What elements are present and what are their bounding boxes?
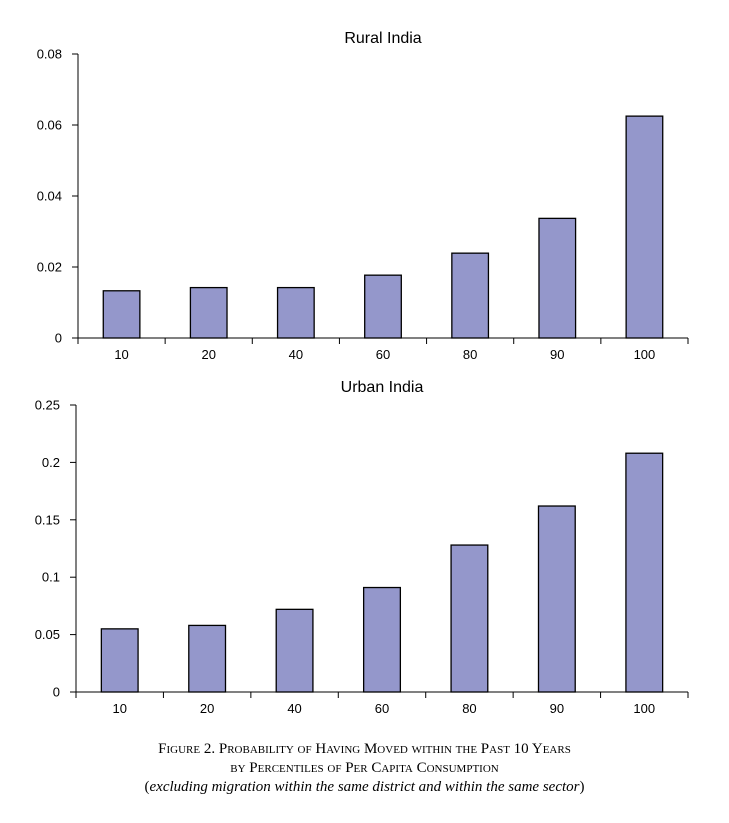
- urban-bar: [537, 505, 576, 693]
- urban-x-tick-label: 10: [112, 701, 126, 716]
- urban-x-tick-label: 80: [462, 701, 476, 716]
- urban-bar: [188, 624, 227, 693]
- rural-y-tick-label: 0.02: [37, 260, 62, 275]
- urban-india-chart: Urban India 0 0.05 0.1 0.15 0.2 0.25 10 20 40 60 80…: [35, 379, 689, 716]
- urban-y-tick-label: 0.25: [35, 398, 60, 413]
- urban-x-tick-label: 90: [550, 701, 564, 716]
- rural-x-tick-label: 80: [463, 347, 477, 362]
- rural-chart-title: Rural India: [344, 30, 421, 47]
- rural-x-tick-label: 40: [289, 347, 303, 362]
- urban-chart-title: Urban India: [341, 379, 424, 396]
- rural-bar: [538, 217, 577, 339]
- rural-x-tick-label: 100: [634, 347, 656, 362]
- rural-bar: [451, 252, 490, 339]
- rural-y-tick-label: 0: [55, 331, 62, 346]
- urban-bar: [100, 628, 139, 693]
- urban-bar: [450, 544, 489, 693]
- rural-y-tick-label: 0.04: [37, 189, 62, 204]
- rural-bar: [102, 290, 141, 339]
- urban-y-tick-label: 0.15: [35, 512, 60, 527]
- caption-close-paren: ): [579, 779, 585, 795]
- rural-x-tick-label: 90: [550, 347, 564, 362]
- urban-bar: [275, 608, 314, 693]
- urban-y-tick-label: 0.2: [42, 455, 60, 470]
- urban-x-tick-label: 60: [375, 701, 389, 716]
- rural-x-tick-label: 20: [201, 347, 215, 362]
- rural-x-tick-label: 60: [376, 347, 390, 362]
- caption-open-paren: (: [144, 779, 150, 795]
- urban-y-tick-label: 0: [53, 685, 60, 700]
- rural-y-tick-label: 0.06: [37, 118, 62, 133]
- caption-line-1: Figure 2. Probability of Having Moved wi…: [158, 741, 571, 757]
- urban-x-tick-label: 100: [633, 701, 655, 716]
- figure-caption: Figure 2. Probability of Having Moved wi…: [0, 740, 729, 797]
- urban-x-tick-label: 20: [200, 701, 214, 716]
- rural-india-chart: Rural India 0 0.02 0.04 0.06 0.08 10 20 40 60 80 90…: [37, 30, 689, 362]
- caption-line-2: by Percentiles of Per Capita Consumption: [230, 760, 499, 776]
- urban-bar: [362, 586, 402, 693]
- caption-line-3: (excluding migration within the same dis…: [0, 778, 729, 797]
- rural-x-tick-label: 10: [114, 347, 128, 362]
- rural-bar: [364, 274, 402, 339]
- urban-x-tick-label: 40: [287, 701, 301, 716]
- urban-bar: [625, 452, 664, 693]
- caption-note: excluding migration within the same dist…: [149, 779, 580, 795]
- rural-y-tick-label: 0.08: [37, 47, 62, 62]
- rural-bar: [276, 286, 315, 339]
- urban-y-tick-label: 0.05: [35, 627, 60, 642]
- rural-bar: [625, 115, 664, 339]
- urban-y-tick-label: 0.1: [42, 570, 60, 585]
- rural-bar: [189, 286, 228, 339]
